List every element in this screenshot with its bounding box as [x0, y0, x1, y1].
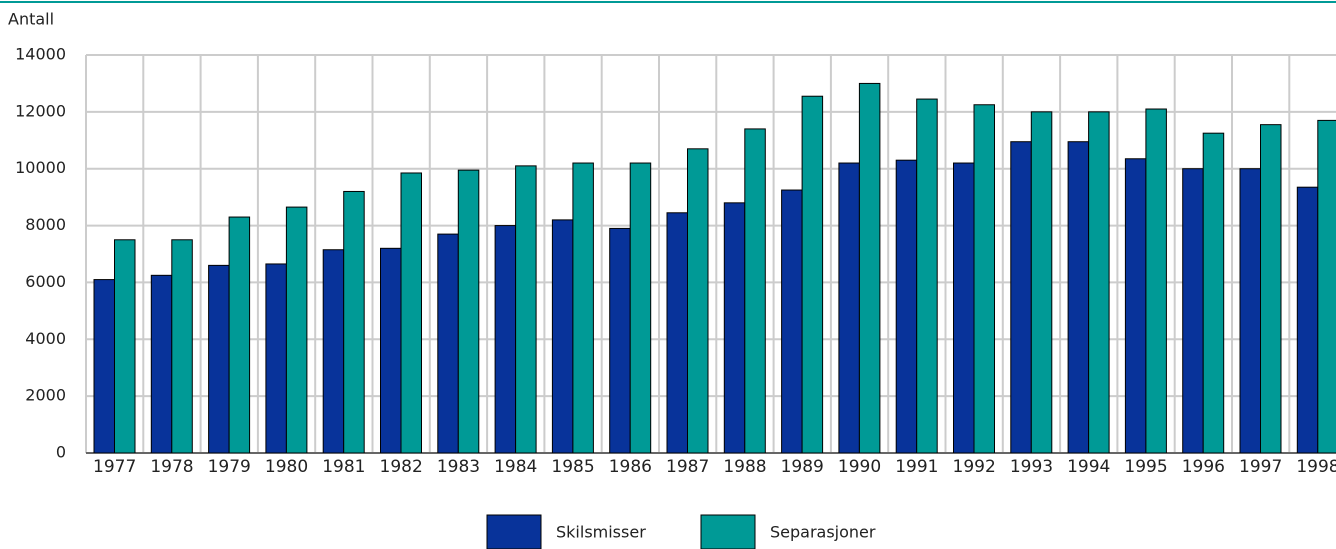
- x-tick-label: 1984: [494, 457, 537, 477]
- bar: [916, 98, 938, 454]
- x-tick-label: 1981: [322, 457, 365, 477]
- bar: [781, 189, 803, 454]
- bar: [723, 202, 746, 454]
- bar: [609, 227, 631, 454]
- bar: [666, 212, 688, 454]
- bar: [457, 169, 480, 454]
- x-tick-label: 1985: [551, 457, 594, 477]
- x-tick-label: 1989: [781, 457, 824, 477]
- legend-swatch: [486, 514, 542, 549]
- bar: [1124, 158, 1147, 454]
- bar: [1202, 132, 1225, 454]
- x-tick-label: 1977: [93, 457, 136, 477]
- bar: [1296, 186, 1319, 454]
- bar: [93, 279, 115, 454]
- bar: [494, 225, 517, 454]
- bar: [322, 249, 345, 454]
- y-tick-label: 14000: [15, 45, 66, 64]
- x-tick-label: 1980: [265, 457, 308, 477]
- bar: [895, 159, 918, 454]
- bar: [629, 162, 652, 454]
- bar: [380, 247, 402, 454]
- bar: [1260, 124, 1282, 454]
- bar: [343, 190, 365, 454]
- x-tick-label: 1986: [609, 457, 652, 477]
- legend-label: Skilsmisser: [556, 523, 646, 542]
- y-tick-label: 6000: [25, 272, 66, 291]
- legend-label: Separasjoner: [770, 523, 876, 542]
- bar: [551, 219, 574, 454]
- x-tick-label: 1988: [723, 457, 766, 477]
- y-tick-label: 10000: [15, 158, 66, 177]
- bar: [953, 162, 975, 454]
- bar: [265, 263, 287, 454]
- y-axis-label: Antall: [8, 10, 54, 29]
- bar: [1145, 108, 1167, 454]
- x-tick-label: 1978: [150, 457, 193, 477]
- x-tick-label: 1983: [437, 457, 480, 477]
- bar: [744, 128, 766, 454]
- bar: [838, 162, 860, 454]
- x-tick-label: 1993: [1010, 457, 1053, 477]
- bar: [400, 172, 422, 454]
- x-tick-label: 1982: [380, 457, 423, 477]
- y-tick-label: 0: [56, 443, 66, 462]
- bar: [1239, 168, 1261, 454]
- y-tick-label: 8000: [25, 215, 66, 234]
- bar: [1067, 141, 1090, 454]
- y-tick-label: 4000: [25, 329, 66, 348]
- x-tick-label: 1995: [1124, 457, 1167, 477]
- bar: [1317, 119, 1336, 454]
- bar: [208, 264, 230, 454]
- bar: [1182, 168, 1204, 454]
- bar: [801, 95, 824, 454]
- bar: [858, 82, 881, 454]
- y-tick-label: 12000: [15, 101, 66, 120]
- bar: [1030, 111, 1053, 454]
- x-tick-label: 1992: [953, 457, 996, 477]
- x-tick-label: 1996: [1182, 457, 1225, 477]
- y-tick-label: 2000: [25, 386, 66, 405]
- bar: [515, 165, 537, 454]
- x-tick-label: 1979: [208, 457, 251, 477]
- bar: [171, 239, 193, 454]
- bar: [1010, 141, 1032, 454]
- bar: [687, 148, 709, 454]
- legend-swatch: [700, 514, 756, 549]
- bar: [437, 233, 459, 454]
- x-tick-label: 1998: [1296, 457, 1336, 477]
- bar: [150, 274, 173, 454]
- bar: [973, 104, 995, 454]
- x-tick-label: 1994: [1067, 457, 1110, 477]
- bar: [228, 216, 251, 454]
- bar: [572, 162, 594, 454]
- x-tick-label: 1990: [838, 457, 881, 477]
- bar: [285, 206, 308, 454]
- bar: [114, 239, 136, 454]
- x-tick-label: 1987: [666, 457, 709, 477]
- bar: [1088, 111, 1110, 454]
- x-tick-label: 1997: [1239, 457, 1282, 477]
- x-tick-label: 1991: [895, 457, 938, 477]
